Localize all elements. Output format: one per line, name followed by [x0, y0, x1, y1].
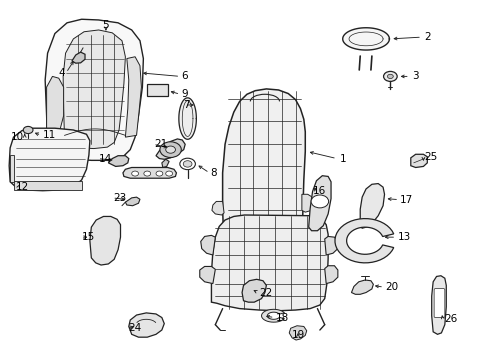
- Text: 15: 15: [81, 232, 95, 242]
- Circle shape: [160, 142, 181, 157]
- Polygon shape: [72, 52, 85, 63]
- Text: 4: 4: [58, 68, 64, 78]
- FancyBboxPatch shape: [147, 84, 167, 96]
- Text: 1: 1: [339, 154, 345, 163]
- Text: 10: 10: [11, 132, 24, 142]
- Polygon shape: [200, 266, 215, 284]
- Circle shape: [386, 74, 392, 78]
- Polygon shape: [211, 202, 224, 215]
- Circle shape: [180, 158, 195, 170]
- Polygon shape: [128, 313, 164, 337]
- Polygon shape: [288, 326, 306, 340]
- Text: 22: 22: [259, 288, 272, 297]
- Polygon shape: [125, 57, 141, 137]
- Text: 25: 25: [424, 152, 437, 162]
- Text: 3: 3: [411, 71, 418, 81]
- Polygon shape: [125, 197, 140, 206]
- Circle shape: [143, 171, 150, 176]
- Polygon shape: [261, 309, 284, 322]
- Polygon shape: [90, 216, 120, 265]
- Text: 8: 8: [210, 168, 217, 178]
- Polygon shape: [10, 155, 14, 182]
- Polygon shape: [45, 19, 143, 160]
- Polygon shape: [179, 98, 196, 139]
- Text: 11: 11: [42, 130, 56, 140]
- Text: 19: 19: [291, 330, 304, 341]
- Circle shape: [310, 195, 328, 208]
- Text: 24: 24: [127, 323, 141, 333]
- Polygon shape: [211, 215, 327, 311]
- Text: 14: 14: [99, 154, 112, 163]
- Text: 26: 26: [443, 314, 456, 324]
- Polygon shape: [301, 194, 314, 212]
- Circle shape: [131, 171, 138, 176]
- Polygon shape: [63, 30, 125, 149]
- Text: 17: 17: [399, 195, 412, 204]
- Text: 20: 20: [385, 282, 398, 292]
- Polygon shape: [324, 266, 337, 284]
- Polygon shape: [351, 280, 372, 294]
- Polygon shape: [14, 181, 81, 190]
- Circle shape: [165, 146, 175, 153]
- Polygon shape: [108, 156, 128, 166]
- Text: 12: 12: [16, 182, 29, 192]
- Text: 7: 7: [183, 100, 189, 110]
- Polygon shape: [308, 176, 330, 231]
- Text: 18: 18: [276, 312, 289, 323]
- Polygon shape: [334, 219, 393, 263]
- Circle shape: [183, 161, 192, 167]
- Polygon shape: [342, 28, 388, 50]
- Polygon shape: [360, 184, 384, 228]
- Text: 21: 21: [154, 139, 167, 149]
- Text: 16: 16: [312, 186, 325, 196]
- Text: 5: 5: [102, 19, 109, 30]
- Polygon shape: [162, 159, 169, 167]
- Polygon shape: [201, 235, 215, 255]
- FancyBboxPatch shape: [433, 289, 444, 318]
- Polygon shape: [431, 276, 446, 334]
- Polygon shape: [9, 128, 90, 191]
- Circle shape: [156, 171, 163, 176]
- Text: 6: 6: [181, 71, 187, 81]
- Polygon shape: [410, 154, 427, 167]
- Polygon shape: [46, 76, 63, 131]
- Polygon shape: [222, 89, 305, 294]
- Circle shape: [23, 126, 33, 134]
- Text: 23: 23: [113, 193, 126, 203]
- Polygon shape: [122, 167, 176, 178]
- Circle shape: [383, 71, 396, 81]
- Text: 13: 13: [397, 232, 410, 242]
- Polygon shape: [156, 139, 185, 159]
- Polygon shape: [242, 279, 266, 302]
- Text: 9: 9: [181, 89, 187, 99]
- Circle shape: [165, 171, 172, 176]
- Text: 2: 2: [424, 32, 430, 42]
- Polygon shape: [324, 237, 337, 255]
